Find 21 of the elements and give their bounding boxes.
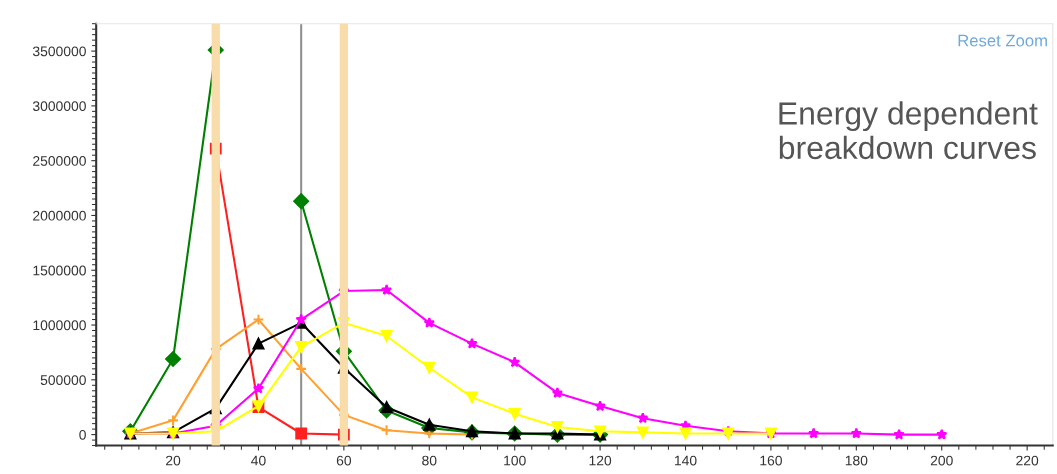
y-tick-label: 2500000	[33, 156, 86, 166]
x-tick-label: 40	[251, 455, 266, 466]
x-tick-label: 200	[930, 455, 953, 466]
x-tick-label: 180	[845, 455, 868, 466]
x-tick-label: 140	[674, 455, 697, 466]
y-tick-label: 3000000	[32, 101, 86, 112]
y-tick-label: 1000000	[33, 320, 86, 331]
x-tick-label: 80	[422, 455, 437, 466]
x-tick-label: 220	[1016, 455, 1039, 466]
y-tick-label: 2000000	[33, 210, 86, 221]
x-tick-label: 160	[760, 455, 782, 466]
y-tick-label: 0	[79, 429, 86, 440]
annotation: Energy dependent breakdown curves	[779, 101, 1038, 160]
x-tick-label: 100	[504, 455, 526, 466]
y-tick-label: 1500000	[33, 265, 86, 276]
annotation: Reset Zoom	[958, 34, 1047, 47]
x-tick-label: 120	[589, 455, 612, 466]
y-tick-label: 500000	[40, 375, 86, 385]
x-tick-label: 20	[166, 455, 181, 466]
y-tick-label: 3500000	[32, 46, 86, 57]
x-tick-label: 60	[336, 455, 352, 466]
